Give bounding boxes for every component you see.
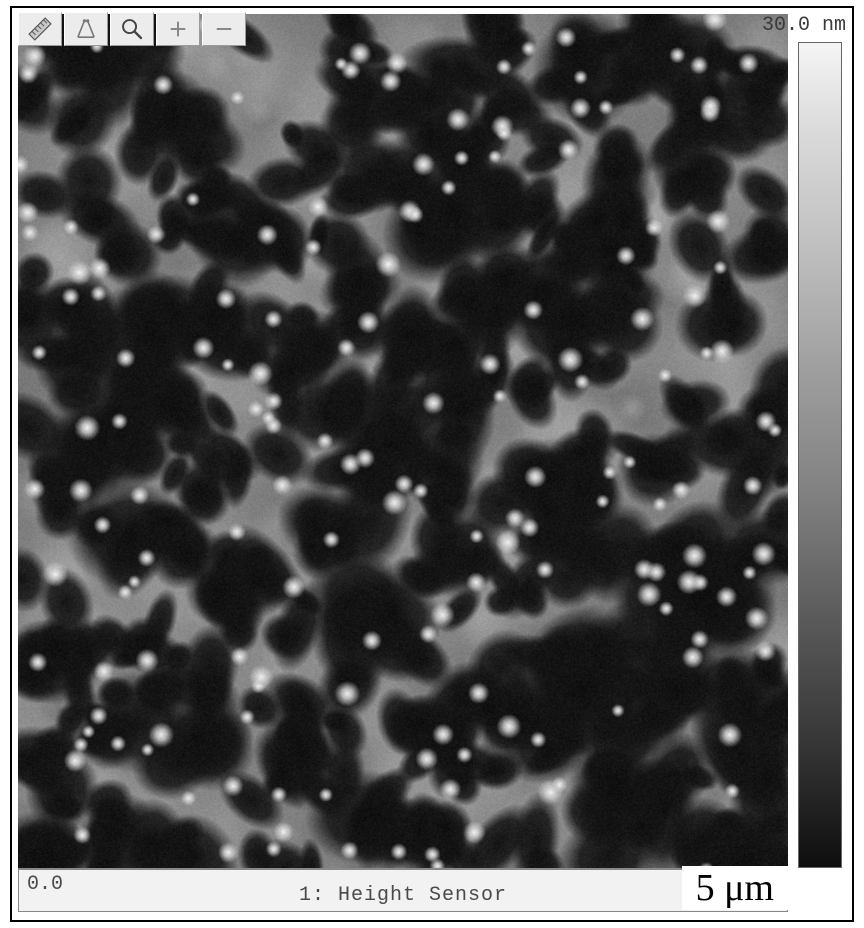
channel-label: 1: Height Sensor <box>299 884 507 907</box>
ruler-icon <box>27 16 53 42</box>
scale-bar-text: 5 μm <box>682 866 788 910</box>
minus-icon <box>211 16 237 42</box>
afm-viewer-window: 30.0 nm 0.0 1: Height Sensor 5 μm <box>10 6 854 922</box>
height-color-bar <box>798 42 842 868</box>
zoom-tool[interactable] <box>110 12 154 46</box>
toolbar <box>18 12 246 46</box>
measure-tool[interactable] <box>64 12 108 46</box>
x-axis-ruler: 0.0 1: Height Sensor <box>18 868 788 912</box>
plus-icon <box>165 16 191 42</box>
zoom-in-tool[interactable] <box>156 12 200 46</box>
color-scale-max-label: 30.0 nm <box>762 14 846 37</box>
ruler-tool[interactable] <box>18 12 62 46</box>
afm-height-canvas <box>18 14 788 870</box>
zoom-out-tool[interactable] <box>202 12 246 46</box>
magnifier-icon <box>119 16 145 42</box>
ruler-ticks <box>19 869 787 877</box>
x-axis-min-label: 0.0 <box>27 873 63 896</box>
caliper-icon <box>73 16 99 42</box>
height-map-viewport[interactable] <box>18 14 788 870</box>
